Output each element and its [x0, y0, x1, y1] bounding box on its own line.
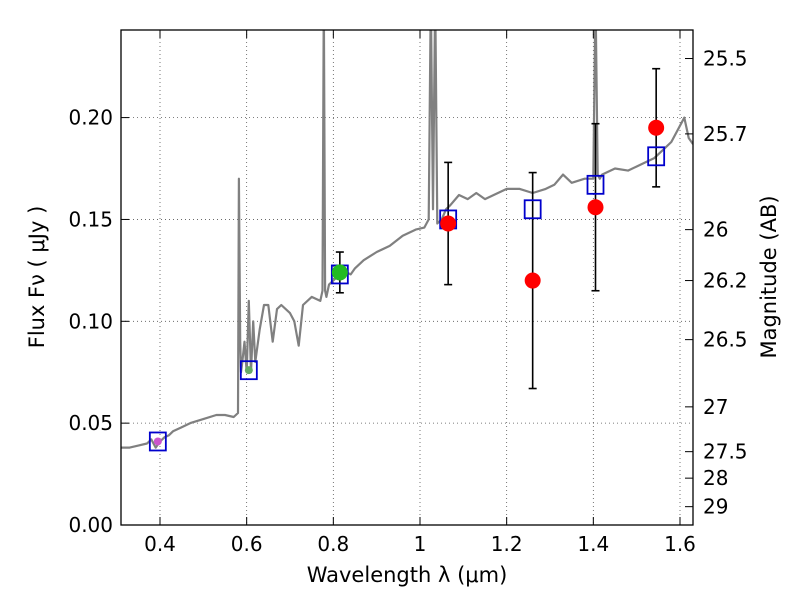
model-box: [148, 431, 167, 452]
plot-frame: [120, 29, 694, 526]
mag-tick-label: 26.5: [703, 328, 748, 352]
axis-ticks: 0.4 0.6 0.8 1 1.2 1.4 1.6 0.00 0.05 0.10 0.15 0.20 2…: [68, 30, 748, 556]
mag-tick-label: 25.7: [703, 122, 748, 146]
x-tick-label: 0.4: [144, 532, 176, 556]
y2-axis-label: Magnitude (AB): [757, 195, 781, 358]
y-tick-label: 0.20: [68, 106, 113, 130]
mag-tick-label: 25.5: [703, 47, 748, 71]
mag-tick-label: 26: [703, 218, 728, 242]
y-tick-label: 0.00: [68, 513, 113, 537]
x-tick-label: 0.6: [231, 532, 263, 556]
mag-tick-label: 27.5: [703, 440, 748, 464]
mag-tick-label: 29: [703, 495, 728, 519]
x-tick-label: 0.8: [317, 532, 349, 556]
observed-point: [440, 215, 457, 232]
y-axis-label: Flux Fν ( μJy ): [25, 206, 49, 349]
mag-tick-label: 26.2: [703, 269, 748, 293]
x-tick-label: 1.2: [491, 532, 523, 556]
axis-labels: Wavelength λ (μm) Flux Fν ( μJy ) Magnit…: [25, 195, 781, 587]
observed-point: [587, 199, 604, 216]
model-box: [586, 174, 605, 195]
model-box: [523, 199, 542, 220]
observed-point: [153, 437, 162, 446]
observed-point: [331, 264, 348, 281]
mag-tick-label: 27: [703, 395, 728, 419]
mag-tick-label: 28: [703, 466, 728, 490]
y-tick-label: 0.10: [68, 309, 113, 333]
x-tick-label: 1: [414, 532, 427, 556]
observed-point: [244, 366, 253, 375]
x-tick-label: 1.6: [664, 532, 696, 556]
x-axis-label: Wavelength λ (μm): [307, 563, 508, 587]
observed-point: [524, 272, 541, 289]
observed-point-layer: [153, 119, 665, 446]
x-tick-label: 1.4: [577, 532, 609, 556]
model-box: [647, 146, 666, 167]
y-tick-label: 0.05: [68, 411, 113, 435]
model-box: [239, 360, 258, 381]
observed-point: [648, 119, 665, 136]
y-tick-label: 0.15: [68, 207, 113, 231]
